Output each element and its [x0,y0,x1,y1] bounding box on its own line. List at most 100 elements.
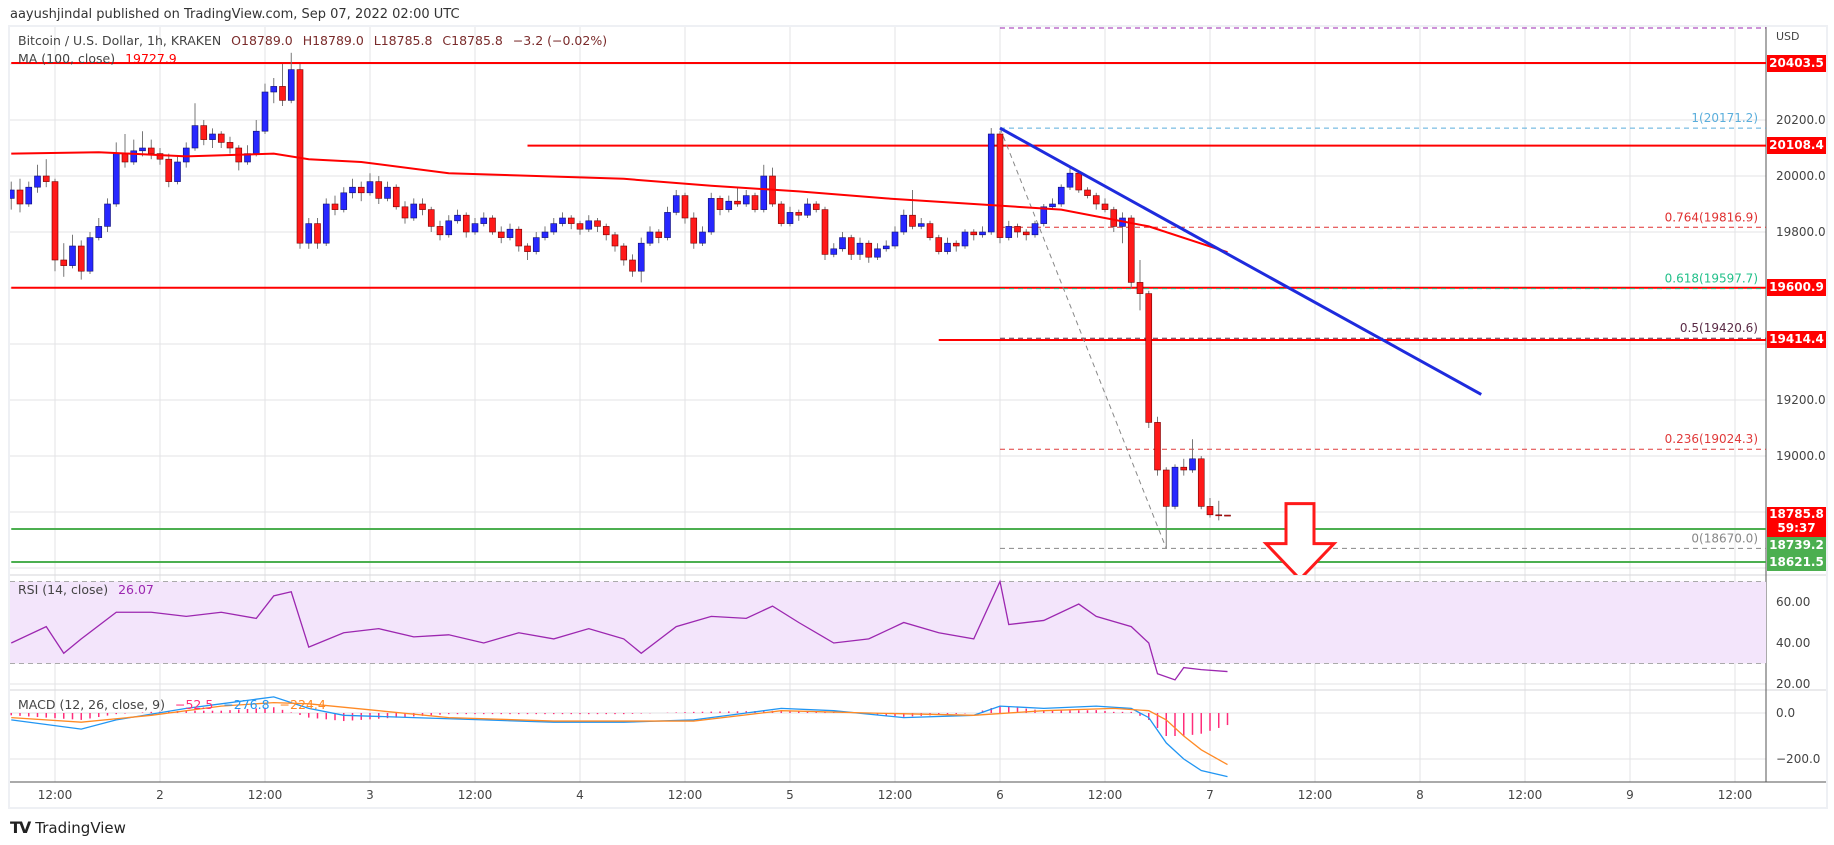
candle [559,212,566,227]
candle-body [690,217,698,244]
candle [454,209,461,224]
candle [769,167,776,207]
candle-body [944,242,951,252]
candle-body [60,259,68,266]
candle [1022,229,1030,241]
candle-body [419,203,426,210]
candle [419,198,426,216]
candle-body [174,161,181,182]
candle-body [742,195,750,205]
candle-body [401,206,409,219]
rsi-band [10,581,1766,664]
candle-body [550,223,558,233]
candle-body [1136,282,1144,294]
candle [909,190,916,230]
macd-line [11,696,1228,778]
candle [812,201,820,213]
candle [340,187,348,213]
candle [1127,215,1135,288]
candle [139,131,146,157]
candle [664,206,671,241]
candle [952,240,960,252]
candle-body [1206,506,1214,516]
candle [191,103,199,151]
candle-body [270,86,278,93]
candle [567,215,575,230]
candle-body [760,175,768,210]
candle-body [602,226,610,236]
fib-level-label: 1(20171.2) [1691,111,1758,125]
candle [926,220,934,241]
candle-body [471,223,479,233]
candle-body [1101,203,1109,210]
candle [506,223,514,241]
candle [270,78,278,104]
candle [480,212,488,227]
candle-body [1171,466,1179,507]
candle-body [209,133,216,140]
candle-body [576,223,584,230]
candle-body [1040,206,1048,224]
time-tick-label: 8 [1416,788,1424,802]
candle-body [882,245,890,250]
time-tick-label: 12:00 [458,788,493,802]
fib-level-label: 0.236(19024.3) [1665,432,1758,446]
candle-body [69,245,76,266]
candle-body [655,231,663,238]
candle [384,181,391,202]
candle-body [646,231,654,244]
candle-body [751,195,759,210]
candle [1049,198,1056,210]
candle [576,220,584,235]
macd-signal-value: −224.4 [279,697,326,712]
price-axis-label: 20403.5 [1767,54,1826,72]
candle-body [707,198,715,233]
fib-level-label: 0.764(19816.9) [1665,210,1758,224]
candle-body [25,186,33,205]
candle [594,218,601,232]
candle [804,198,811,218]
candle-body [86,237,94,272]
candle [51,178,59,272]
candle [226,136,234,154]
candle-body [637,242,645,272]
candle [366,173,374,196]
candle-body [1197,458,1205,507]
macd-label: MACD (12, 26, close, 9) [18,697,165,712]
candle [786,206,794,227]
macd-hist-value: −52.5 [174,697,214,712]
candle-body [812,203,820,210]
candle [935,234,943,255]
time-tick-label: 2 [156,788,164,802]
candle-body [1189,458,1196,471]
candle-body [392,186,400,208]
candle [427,206,435,232]
price-axis-label-text: 19414.4 [1769,332,1824,347]
candle [611,232,619,252]
candle-body [261,91,269,132]
candle-body [1066,172,1074,188]
candle-body [314,223,321,244]
candle-body [489,217,496,233]
brand-name: TradingView [35,818,126,837]
candle-body [681,195,689,219]
candle [996,131,1004,244]
candle [34,164,41,193]
candle [305,218,313,249]
price-axis-label-text: 59:37 [1777,521,1816,536]
candle-body [1224,514,1231,517]
candle [620,243,628,266]
candle [1154,416,1161,476]
tradingview-logo[interactable]: 𝗧𝗩 TradingView [10,818,126,837]
candle-body [515,228,523,247]
candle [602,223,610,241]
candle [777,201,785,227]
tradingview-logo-icon: 𝗧𝗩 [10,818,31,837]
candle-body [1057,186,1065,205]
rsi-value: 26.07 [118,582,154,597]
candle [891,226,899,249]
candle [287,52,295,104]
candle [436,220,444,241]
candle [147,139,155,160]
